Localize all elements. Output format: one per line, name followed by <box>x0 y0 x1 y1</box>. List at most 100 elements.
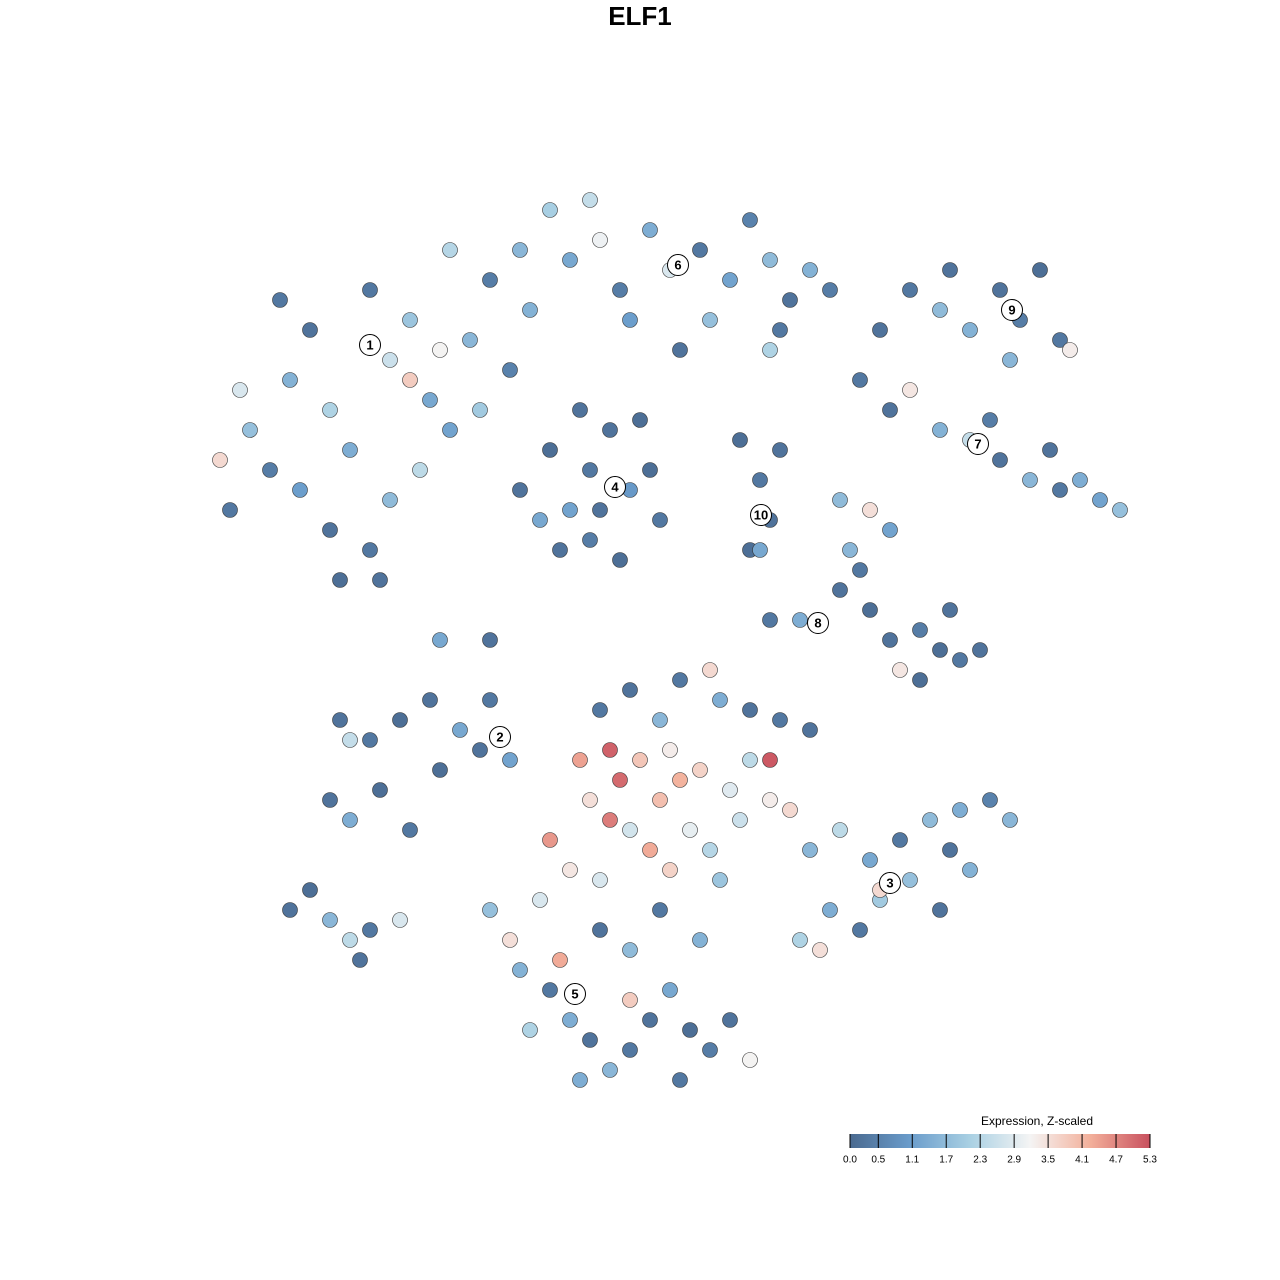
point <box>302 882 318 898</box>
point <box>612 552 628 568</box>
point <box>942 262 958 278</box>
point <box>742 212 758 228</box>
point <box>482 902 498 918</box>
point <box>452 722 468 738</box>
point <box>412 462 428 478</box>
point <box>652 792 668 808</box>
point <box>622 992 638 1008</box>
point <box>592 872 608 888</box>
point <box>582 192 598 208</box>
point <box>272 292 288 308</box>
point <box>1072 472 1088 488</box>
point <box>672 672 688 688</box>
point <box>782 802 798 818</box>
point <box>342 442 358 458</box>
point <box>422 692 438 708</box>
cluster-label: 4 <box>611 479 619 494</box>
cluster-label: 2 <box>496 729 503 744</box>
point <box>662 982 678 998</box>
point <box>232 382 248 398</box>
point <box>562 502 578 518</box>
point <box>752 472 768 488</box>
point <box>432 342 448 358</box>
point <box>592 232 608 248</box>
point <box>912 672 928 688</box>
point <box>652 902 668 918</box>
point <box>322 792 338 808</box>
point <box>962 322 978 338</box>
point <box>1002 352 1018 368</box>
point <box>572 1072 588 1088</box>
point <box>362 732 378 748</box>
cluster-badge <box>750 504 772 526</box>
point <box>772 712 788 728</box>
point <box>552 952 568 968</box>
colorbar-title: Expression, Z-scaled <box>981 1114 1093 1128</box>
point <box>672 772 688 788</box>
point <box>602 812 618 828</box>
colorbar-tick-label: 2.3 <box>973 1155 987 1166</box>
point <box>482 692 498 708</box>
point <box>562 862 578 878</box>
point <box>482 272 498 288</box>
point <box>282 902 298 918</box>
point <box>702 662 718 678</box>
cluster-badge <box>564 983 586 1005</box>
point <box>282 372 298 388</box>
colorbar-tick-label: 2.9 <box>1007 1155 1021 1166</box>
point <box>862 602 878 618</box>
cluster-label: 3 <box>886 875 893 890</box>
point <box>862 502 878 518</box>
point <box>242 422 258 438</box>
point <box>682 822 698 838</box>
point <box>402 372 418 388</box>
point <box>852 922 868 938</box>
point <box>472 742 488 758</box>
point <box>932 302 948 318</box>
point <box>852 562 868 578</box>
point <box>582 792 598 808</box>
point <box>622 312 638 328</box>
point <box>532 892 548 908</box>
point <box>772 442 788 458</box>
point <box>1052 332 1068 348</box>
point <box>642 842 658 858</box>
point <box>762 792 778 808</box>
point <box>432 632 448 648</box>
cluster-badge <box>967 433 989 455</box>
point <box>442 242 458 258</box>
point <box>652 512 668 528</box>
point <box>542 202 558 218</box>
point <box>942 602 958 618</box>
point <box>702 842 718 858</box>
point <box>992 282 1008 298</box>
colorbar-tick-label: 4.1 <box>1075 1155 1089 1166</box>
point <box>622 942 638 958</box>
point <box>342 732 358 748</box>
point <box>1052 482 1068 498</box>
point <box>692 242 708 258</box>
point <box>572 402 588 418</box>
point <box>642 222 658 238</box>
point <box>762 252 778 268</box>
point <box>802 842 818 858</box>
point <box>622 822 638 838</box>
point <box>522 1022 538 1038</box>
point <box>702 312 718 328</box>
point <box>342 812 358 828</box>
point <box>482 632 498 648</box>
point <box>262 462 278 478</box>
point <box>522 302 538 318</box>
point <box>372 782 388 798</box>
point <box>1042 442 1058 458</box>
point <box>432 762 448 778</box>
point <box>662 742 678 758</box>
point <box>212 452 228 468</box>
point <box>702 1042 718 1058</box>
point <box>382 352 398 368</box>
colorbar-tick-label: 0.5 <box>871 1155 885 1166</box>
point <box>722 782 738 798</box>
point <box>642 462 658 478</box>
point <box>502 362 518 378</box>
